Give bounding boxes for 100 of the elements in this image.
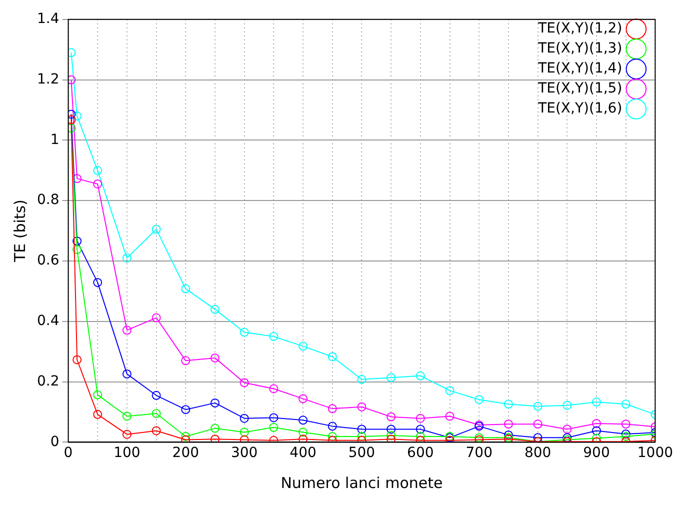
point — [504, 420, 513, 429]
point — [93, 410, 102, 419]
y-tick-label: 0 — [50, 434, 60, 450]
point — [152, 409, 161, 418]
point — [328, 432, 337, 441]
point — [72, 112, 82, 121]
point — [416, 371, 425, 380]
point — [357, 436, 366, 442]
point — [386, 412, 396, 422]
legend-label: TE(X,Y)(1,3) — [537, 40, 622, 57]
point — [386, 424, 396, 434]
point — [240, 414, 249, 423]
y-tick-label: 1.2 — [37, 71, 60, 88]
point — [240, 435, 249, 442]
point — [357, 402, 366, 412]
x-tick-label: 200 — [172, 445, 200, 462]
y-tick-label: 0.6 — [37, 252, 60, 269]
point — [504, 400, 513, 409]
x-tick-label: 500 — [348, 445, 376, 462]
y-tick-label: 1 — [50, 132, 60, 148]
point — [416, 436, 425, 442]
point — [504, 430, 513, 440]
x-tick-label: 300 — [230, 445, 258, 462]
point — [240, 428, 249, 437]
point — [357, 374, 366, 384]
point — [152, 390, 161, 400]
legend-label: TE(X,Y)(1,4) — [537, 60, 622, 77]
point — [152, 426, 161, 436]
point — [68, 48, 76, 58]
point — [445, 386, 454, 396]
point — [122, 369, 132, 378]
x-tick-label: 900 — [583, 445, 610, 462]
point — [386, 434, 396, 442]
x-tick-label: 1000 — [637, 445, 674, 462]
point — [592, 398, 601, 407]
point — [298, 416, 308, 425]
point — [533, 420, 542, 429]
point — [93, 179, 102, 188]
point — [269, 422, 278, 432]
point — [298, 428, 308, 437]
point — [328, 404, 337, 414]
point — [210, 398, 220, 408]
point — [298, 434, 308, 442]
point — [298, 342, 308, 351]
y-tick-label: 0.2 — [37, 373, 60, 390]
point — [474, 395, 484, 404]
point — [357, 424, 366, 434]
point — [72, 245, 82, 254]
point — [269, 332, 278, 341]
point — [93, 390, 102, 400]
point — [328, 352, 337, 362]
point — [68, 110, 76, 119]
point — [621, 420, 630, 429]
legend-label: TE(X,Y)(1,6) — [537, 100, 622, 117]
x-tick-label: 600 — [407, 445, 434, 462]
point — [298, 394, 308, 404]
point — [562, 424, 572, 434]
point — [416, 424, 425, 434]
y-axis-title: TE (bits) — [10, 200, 29, 264]
point — [152, 313, 161, 322]
point — [562, 400, 572, 410]
legend-label: TE(X,Y)(1,2) — [537, 20, 622, 37]
x-tick-label: 400 — [290, 445, 316, 462]
y-tick-label: 1.4 — [37, 11, 60, 28]
y-tick-label: 0.8 — [37, 192, 60, 208]
point — [68, 115, 76, 124]
x-tick-label: 700 — [466, 445, 492, 462]
point — [533, 402, 542, 411]
point — [210, 304, 220, 314]
point — [533, 433, 542, 442]
point — [210, 434, 220, 442]
point — [328, 436, 337, 442]
point — [181, 435, 190, 442]
point — [386, 431, 396, 440]
point — [416, 414, 425, 423]
point — [122, 253, 132, 262]
point — [240, 328, 249, 337]
point — [152, 224, 161, 234]
point — [416, 432, 425, 441]
point — [93, 166, 102, 175]
point — [269, 384, 278, 394]
point — [181, 284, 190, 294]
x-tick-label: 0 — [64, 445, 73, 462]
legend-label: TE(X,Y)(1,5) — [537, 80, 622, 97]
point — [72, 355, 82, 364]
point — [621, 400, 630, 409]
point — [592, 426, 601, 436]
y-tick-label: 0.4 — [37, 313, 60, 330]
point — [269, 436, 278, 442]
point — [357, 432, 366, 441]
x-axis-title: Numero lanci monete — [280, 474, 443, 492]
point — [72, 236, 82, 246]
point — [240, 378, 249, 388]
point — [210, 353, 220, 362]
point — [386, 373, 396, 382]
point — [210, 424, 220, 433]
point — [68, 75, 76, 84]
point — [328, 422, 337, 431]
x-tick-label: 800 — [524, 445, 552, 462]
point — [122, 412, 132, 421]
